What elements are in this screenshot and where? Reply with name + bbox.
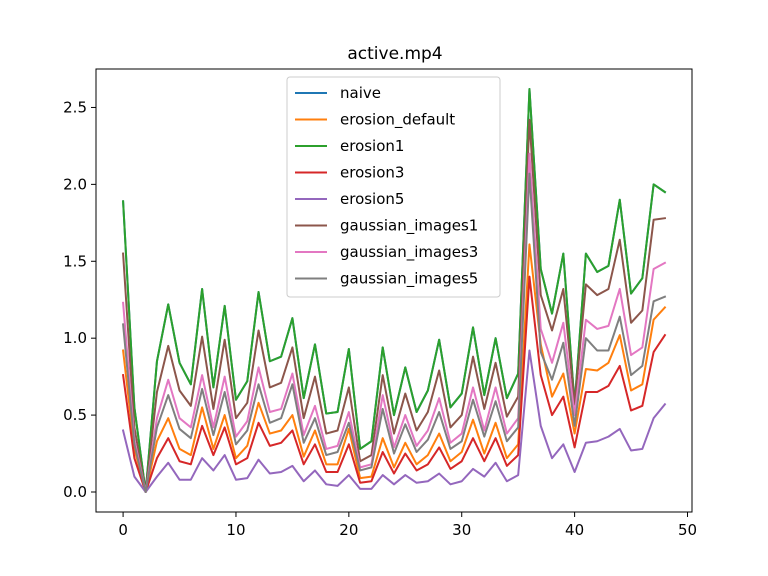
series-line-gaussian-images5: [122, 172, 667, 493]
legend-label: naive: [340, 84, 381, 102]
legend: naive erosion_default erosion1 erosion3 eros…: [286, 76, 501, 298]
x-tick-label: 20: [339, 521, 358, 539]
series-line-erosion3: [121, 275, 667, 493]
series-line-erosion5: [121, 349, 667, 493]
series-layer: [121, 88, 667, 493]
plot-frame: [95, 68, 693, 513]
y-tick-label: 0.0: [63, 483, 87, 501]
x-tick-label: 40: [565, 521, 584, 539]
series-line-gaussian-images3: [122, 152, 667, 493]
y-axis: 0.0 0.5 1.0 1.5 2.0 2.5: [63, 98, 96, 501]
y-tick-label: 2.0: [63, 175, 87, 193]
y-tick-label: 0.5: [63, 406, 87, 424]
legend-label: gaussian_images3: [340, 243, 478, 262]
chart-title: active.mp4: [347, 44, 442, 64]
x-tick-label: 50: [678, 521, 697, 539]
legend-label: gaussian_images5: [340, 270, 478, 289]
series-line-erosion-default: [121, 243, 667, 493]
y-tick-label: 1.5: [63, 252, 87, 270]
legend-label: erosion1: [340, 137, 404, 155]
legend-label: gaussian_images1: [340, 217, 478, 236]
x-tick-label: 0: [118, 521, 128, 539]
x-tick-label: 10: [226, 521, 245, 539]
legend-frame: [286, 76, 501, 298]
series-line-gaussian-images1: [122, 118, 667, 493]
y-tick-label: 1.0: [63, 329, 87, 347]
x-axis: 0 10 20 30 40 50: [118, 512, 697, 539]
legend-label: erosion5: [340, 190, 404, 208]
legend-label: erosion_default: [340, 111, 455, 130]
legend-label: erosion3: [340, 164, 404, 182]
y-tick-label: 2.5: [63, 98, 87, 116]
x-tick-label: 30: [452, 521, 471, 539]
